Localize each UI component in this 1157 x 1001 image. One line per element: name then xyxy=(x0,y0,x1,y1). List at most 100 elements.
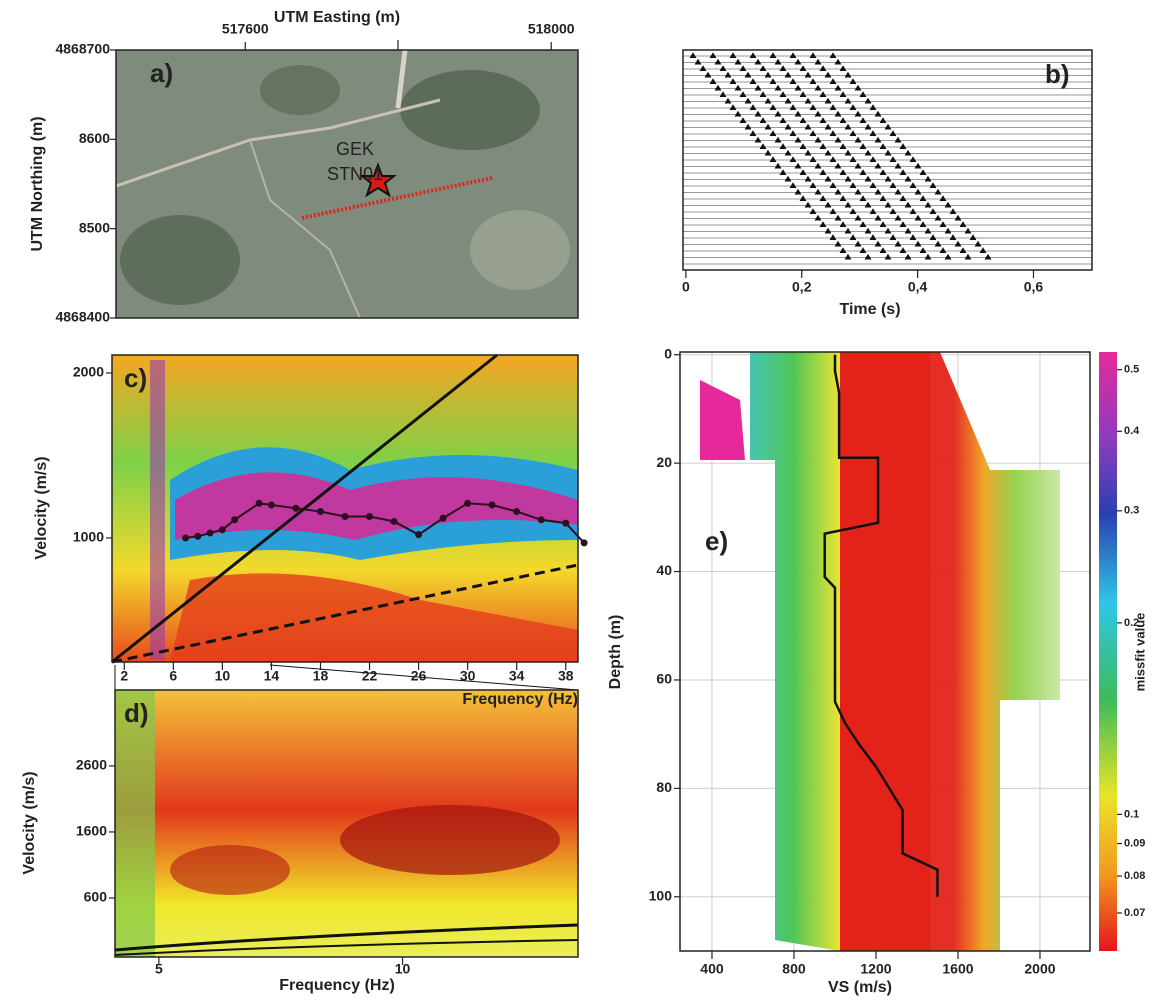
y-tick-label: 2600 xyxy=(76,757,107,773)
dispersion-point xyxy=(341,513,349,521)
colorbar-title: missfit value xyxy=(1132,613,1147,692)
wiggle xyxy=(784,123,792,130)
wiggle xyxy=(899,221,907,228)
wiggle xyxy=(774,84,782,91)
wiggle xyxy=(919,169,927,176)
wiggle xyxy=(924,253,932,260)
dispersion-point xyxy=(194,532,202,540)
wiggle xyxy=(869,182,877,189)
panel-label: c) xyxy=(124,363,147,393)
wiggle xyxy=(824,149,832,156)
wiggle xyxy=(919,221,927,228)
wiggle xyxy=(849,234,857,241)
wiggle xyxy=(944,253,952,260)
plot-frame xyxy=(115,49,579,319)
wiggle xyxy=(749,104,757,111)
wiggle xyxy=(904,227,912,234)
wiggle xyxy=(924,201,932,208)
wiggle xyxy=(729,78,737,85)
wiggle xyxy=(979,247,987,254)
wiggle xyxy=(824,123,832,130)
wiggle xyxy=(824,227,832,234)
wiggle xyxy=(894,240,902,247)
wiggle xyxy=(859,117,867,124)
dispersion-point xyxy=(513,508,521,516)
x-tick-label: 518000 xyxy=(528,21,575,37)
wiggle xyxy=(814,110,822,117)
wiggle xyxy=(879,247,887,254)
wiggle xyxy=(899,195,907,202)
wiggle xyxy=(854,136,862,143)
x-tick-label: 18 xyxy=(313,668,329,684)
wiggle xyxy=(819,65,827,72)
wiggle xyxy=(854,240,862,247)
wiggle xyxy=(769,130,777,137)
x-tick-label: 2000 xyxy=(1024,961,1055,977)
wiggle xyxy=(739,65,747,72)
wiggle xyxy=(949,234,957,241)
wiggle xyxy=(809,208,817,215)
panel-label: e) xyxy=(705,526,728,556)
wiggle xyxy=(699,65,707,72)
wiggle xyxy=(819,195,827,202)
wiggle xyxy=(939,221,947,228)
wiggle xyxy=(854,188,862,195)
wiggle xyxy=(884,175,892,182)
wiggle xyxy=(964,227,972,234)
dispersion-point xyxy=(415,531,423,539)
wiggle xyxy=(739,117,747,124)
wiggle xyxy=(779,65,787,72)
wiggle xyxy=(974,240,982,247)
y-tick-label: 4868400 xyxy=(55,309,110,325)
wiggle xyxy=(779,169,787,176)
dispersion-point xyxy=(316,508,324,516)
wiggle xyxy=(754,58,762,65)
dispersion-point xyxy=(182,534,190,542)
wiggle xyxy=(839,143,847,150)
wiggle xyxy=(744,123,752,130)
wiggle xyxy=(869,234,877,241)
colorbar-tick-label: 0.4 xyxy=(1124,425,1140,437)
vs-profiles-image xyxy=(680,352,1090,951)
wiggle xyxy=(794,136,802,143)
wiggle xyxy=(789,156,797,163)
wiggle xyxy=(759,117,767,124)
wiggle xyxy=(749,78,757,85)
wiggle xyxy=(859,169,867,176)
wiggle xyxy=(874,188,882,195)
wiggle xyxy=(829,52,837,59)
wiggle xyxy=(724,97,732,104)
wiggle xyxy=(794,84,802,91)
wiggle xyxy=(694,58,702,65)
wiggle xyxy=(804,71,812,78)
wiggle xyxy=(864,149,872,156)
wiggle xyxy=(929,234,937,241)
colorbar-tick-label: 0.1 xyxy=(1124,808,1139,820)
wiggle xyxy=(949,208,957,215)
wiggle xyxy=(759,91,767,98)
y-tick-label: 4868700 xyxy=(55,41,110,57)
wiggle xyxy=(909,156,917,163)
wiggle xyxy=(834,240,842,247)
wiggle xyxy=(784,175,792,182)
map-image xyxy=(115,49,578,319)
wiggle xyxy=(834,58,842,65)
x-tick-label: 0,6 xyxy=(1024,279,1044,295)
wiggle xyxy=(909,234,917,241)
wiggle xyxy=(899,169,907,176)
wiggle xyxy=(814,136,822,143)
wiggle xyxy=(784,97,792,104)
wiggle xyxy=(884,253,892,260)
wiggle xyxy=(774,110,782,117)
wiggle xyxy=(869,130,877,137)
dispersion-point xyxy=(366,513,374,521)
x-tick-label: 30 xyxy=(460,668,476,684)
wiggle xyxy=(799,91,807,98)
wiggle xyxy=(714,58,722,65)
x-tick-label: 6 xyxy=(169,668,177,684)
y-tick-label: 20 xyxy=(656,454,672,470)
wiggle xyxy=(829,130,837,137)
y-axis-title: Velocity (m/s) xyxy=(33,456,50,559)
wiggle xyxy=(889,182,897,189)
x-axis-title: Frequency (Hz) xyxy=(279,977,395,994)
